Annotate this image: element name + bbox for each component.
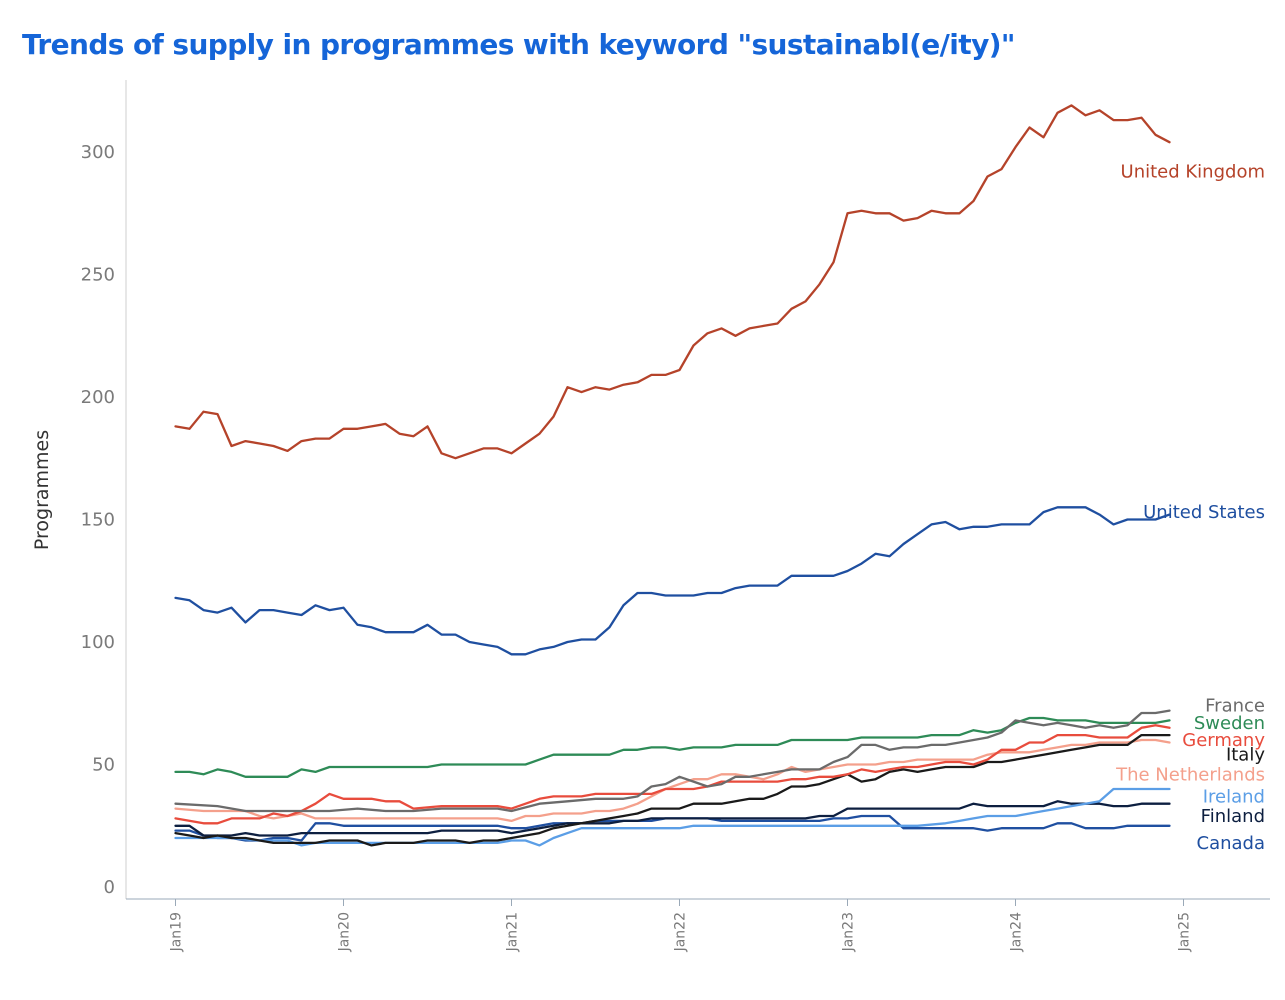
y-tick-label: 300 — [81, 142, 115, 163]
chart-title: Trends of supply in programmes with keyw… — [22, 28, 1016, 61]
series-label-finland: Finland — [1201, 806, 1265, 827]
y-tick-labels: 0 50 100 150 200 250 300 — [81, 142, 115, 898]
series-line-finland — [174, 800, 1171, 837]
y-tick-label: 250 — [81, 265, 115, 286]
x-tick-label: Jan22 — [673, 912, 689, 952]
series-line-france — [174, 709, 1171, 813]
x-tick-label: Jan24 — [1009, 912, 1025, 952]
series-label-united-states: United States — [1143, 502, 1265, 523]
y-axis-label: Programmes — [31, 430, 53, 550]
series-line-the-netherlands — [174, 738, 1171, 823]
x-tick-label: Jan21 — [505, 912, 521, 952]
series-label-ireland: Ireland — [1203, 786, 1265, 807]
series-line-united-kingdom — [174, 104, 1171, 460]
series-label-germany: Germany — [1182, 730, 1265, 751]
series-line-italy — [174, 733, 1171, 847]
series-line-sweden — [174, 716, 1171, 778]
y-tick-label: 200 — [81, 387, 115, 408]
series-label-canada: Canada — [1197, 833, 1266, 854]
series-label-the-netherlands: The Netherlands — [1115, 764, 1265, 785]
x-tick-label: Jan25 — [1177, 912, 1193, 952]
y-tick-label: 150 — [81, 510, 115, 531]
axes — [125, 80, 1270, 900]
series-line-germany — [174, 724, 1171, 825]
x-tick-label: Jan19 — [169, 912, 185, 952]
series-lines — [174, 104, 1171, 847]
y-tick-label: 0 — [104, 877, 115, 898]
x-tick-label: Jan23 — [841, 912, 857, 952]
series-labels: United Kingdom United States FranceSwedenG… — [1115, 162, 1265, 854]
series-line-united-states — [174, 506, 1171, 656]
x-tick-labels: Jan19 Jan20 Jan21 Jan22 Jan23 Jan24 Jan25 — [169, 899, 1193, 952]
x-tick-label: Jan20 — [337, 912, 353, 952]
series-label-united-kingdom: United Kingdom — [1121, 162, 1265, 183]
series-label-france: France — [1205, 696, 1265, 717]
series-label-italy: Italy — [1226, 745, 1265, 766]
y-tick-label: 100 — [81, 632, 115, 653]
series-label-sweden: Sweden — [1194, 713, 1265, 734]
y-tick-label: 50 — [92, 755, 115, 776]
